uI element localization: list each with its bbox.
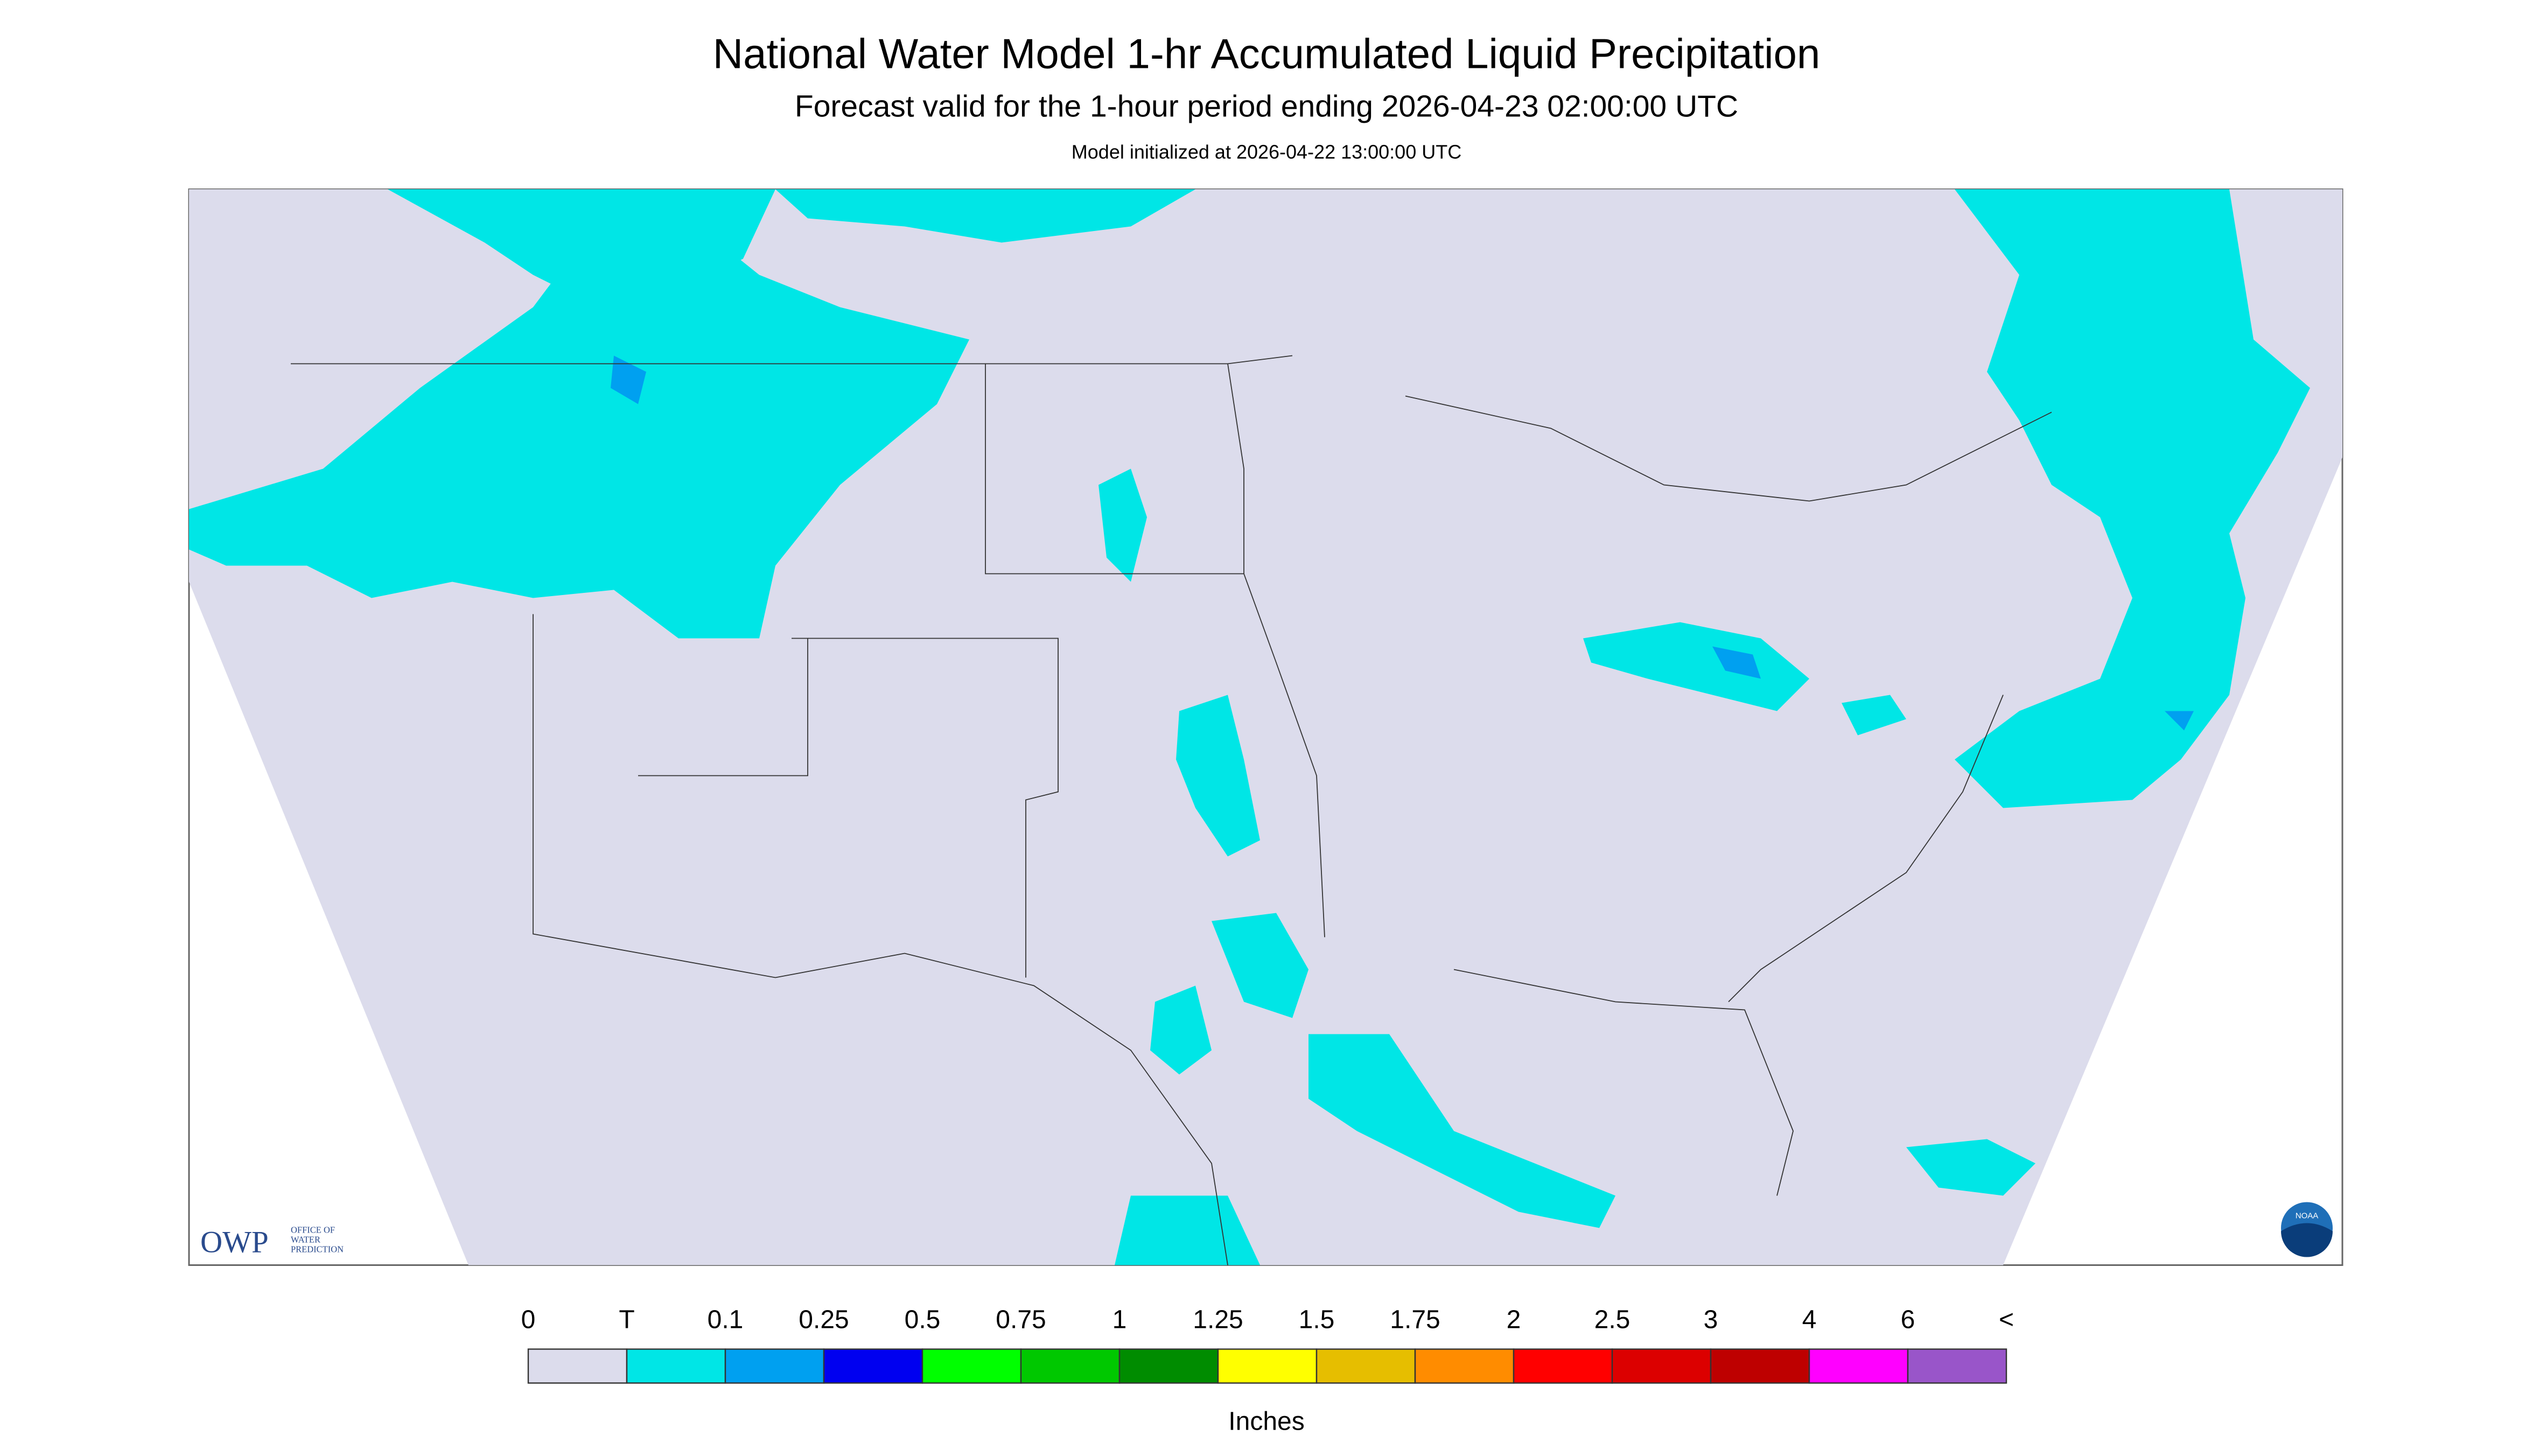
init-time: Model initialized at 2026-04-22 13:00:00… [1072,141,1461,163]
legend-label: 0.1 [708,1306,744,1334]
legend-label: T [619,1306,634,1334]
legend-label: 1.5 [1299,1306,1335,1334]
legend-swatch [823,1348,923,1384]
owp-text: OFFICE OF [291,1225,335,1235]
legend-swatch [1316,1348,1416,1384]
legend-label: 0 [521,1306,536,1334]
legend-label: 4 [1802,1306,1817,1334]
legend-swatch [921,1348,1022,1384]
legend-label: 2.5 [1594,1306,1631,1334]
legend-swatch [724,1348,825,1384]
legend-swatch [1808,1348,1909,1384]
noaa-logo-wave [2281,1223,2333,1257]
legend-swatch [1020,1348,1121,1384]
legend-swatch [1118,1348,1219,1384]
noaa-logo-text: NOAA [2296,1212,2319,1221]
legend-label: 1 [1112,1306,1127,1334]
legend-label: 1.75 [1390,1306,1440,1334]
legend-label: 1.25 [1193,1306,1243,1334]
legend-swatch [1710,1348,1810,1384]
subtitle: Forecast valid for the 1-hour period end… [795,89,1738,124]
legend-swatch [1513,1348,1613,1384]
legend-label: < [1999,1306,2014,1334]
legend-swatch [1907,1348,2007,1384]
owp-logo: OWP [200,1226,269,1259]
legend-swatch [1217,1348,1318,1384]
legend-swatch [1414,1348,1515,1384]
precip-areas [189,189,2310,1265]
legend-label: 0.5 [905,1306,941,1334]
legend-label: 2 [1507,1306,1521,1334]
map: OWP OFFICE OF WATER PREDICTION NOAA [188,188,2343,1266]
legend-swatch [527,1348,628,1384]
legend-label: 0.75 [996,1306,1046,1334]
legend-unit: Inches [1228,1408,1304,1436]
legend-swatch [626,1348,726,1384]
legend-label: 3 [1704,1306,1718,1334]
legend-swatch [1611,1348,1712,1384]
legend: 0 T 0.1 0.25 0.5 0.75 1 1.25 1.5 1.75 2 2.5 3 4 6 < [521,1306,2014,1384]
owp-text: PREDICTION [291,1244,344,1255]
title: National Water Model 1-hr Accumulated Li… [713,30,1821,78]
boundaries [291,355,2052,1265]
legend-label: 6 [1901,1306,1915,1334]
legend-label: 0.25 [799,1306,849,1334]
owp-text: WATER [291,1235,320,1245]
